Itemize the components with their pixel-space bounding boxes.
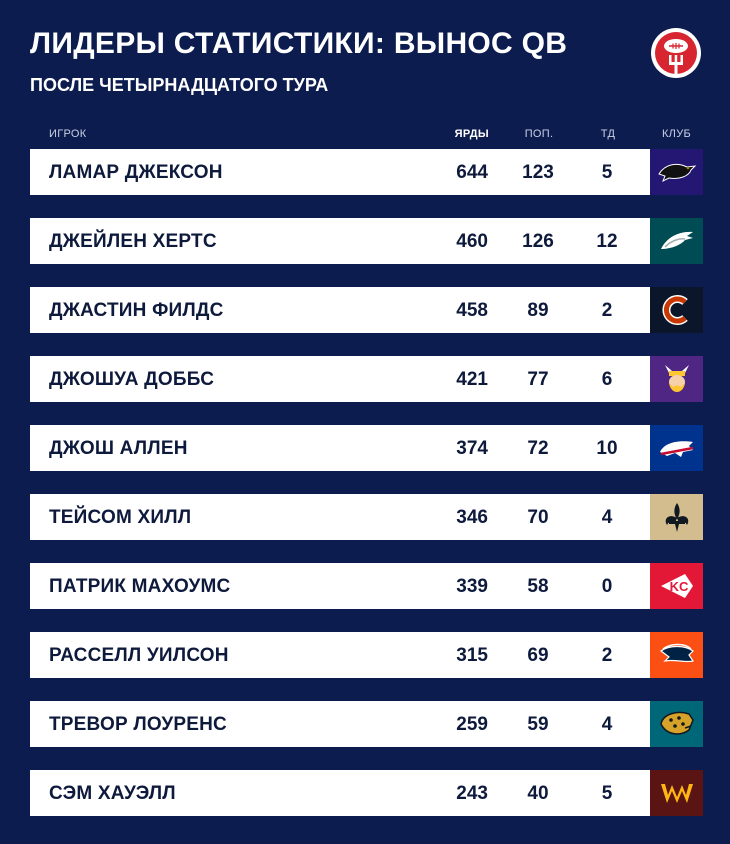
rushing-touchdowns: 5 [601, 783, 613, 804]
rushing-touchdowns: 0 [601, 576, 613, 597]
rushing-touchdowns: 2 [601, 300, 613, 321]
rushing-touchdowns: 6 [601, 369, 613, 390]
rushing-touchdowns: 2 [601, 645, 613, 666]
rushing-attempts: 70 [527, 507, 549, 528]
jaguars-logo-icon [650, 701, 703, 747]
rushing-yards: 346 [456, 507, 488, 528]
bears-logo-icon [650, 287, 703, 333]
table-row: ПАТРИК МАХОУМС 339 58 0 KC [30, 563, 703, 609]
rushing-touchdowns: 5 [601, 162, 613, 183]
table-row: ДЖОШ АЛЛЕН 374 72 10 [30, 425, 703, 471]
rushing-touchdowns: 12 [596, 231, 618, 252]
bills-logo-icon [650, 425, 703, 471]
player-name: РАССЕЛЛ УИЛСОН [49, 645, 229, 666]
rushing-yards: 315 [456, 645, 488, 666]
table-row: ЛАМАР ДЖЕКСОН 644 123 5 [30, 149, 703, 195]
player-name: ДЖОШУА ДОББС [49, 369, 215, 390]
player-name: ЛАМАР ДЖЕКСОН [49, 162, 223, 183]
rushing-yards: 644 [456, 162, 488, 183]
rushing-attempts: 89 [527, 300, 549, 321]
saints-logo-icon [650, 494, 703, 540]
rushing-attempts: 126 [522, 231, 554, 252]
table-row: ДЖЕЙЛЕН ХЕРТС 460 126 12 [30, 218, 703, 264]
football-on-fork-icon [649, 26, 703, 80]
column-header-yards: ЯРДЫ [454, 128, 489, 140]
broncos-logo-icon [650, 632, 703, 678]
rushing-yards: 259 [456, 714, 488, 735]
player-name: ТРЕВОР ЛОУРЕНС [49, 714, 227, 735]
rushing-attempts: 58 [527, 576, 549, 597]
rushing-touchdowns: 4 [601, 714, 613, 735]
player-name: ПАТРИК МАХОУМС [49, 576, 231, 597]
column-header-td: ТД [600, 128, 616, 140]
column-header-club: КЛУБ [661, 128, 692, 140]
rushing-yards: 460 [456, 231, 488, 252]
rushing-yards: 458 [456, 300, 488, 321]
player-name: СЭМ ХАУЭЛЛ [49, 783, 176, 804]
table-row: СЭМ ХАУЭЛЛ 243 40 5 [30, 770, 703, 816]
chiefs-logo-icon: KC [650, 563, 703, 609]
player-name: ДЖЕЙЛЕН ХЕРТС [49, 231, 217, 252]
rushing-yards: 374 [456, 438, 488, 459]
column-header-attempts: ПОП. [524, 128, 554, 140]
rushing-attempts: 72 [527, 438, 549, 459]
rushing-attempts: 77 [527, 369, 549, 390]
page-subtitle: ПОСЛЕ ЧЕТЫРНАДЦАТОГО ТУРА [30, 75, 329, 95]
rushing-yards: 421 [456, 369, 488, 390]
player-name: ДЖАСТИН ФИЛДС [49, 300, 224, 321]
rushing-touchdowns: 10 [596, 438, 618, 459]
vikings-logo-icon [650, 356, 703, 402]
table-row: ТЕЙСОМ ХИЛЛ 346 70 4 [30, 494, 703, 540]
commanders-logo-icon [650, 770, 703, 816]
player-name: ДЖОШ АЛЛЕН [49, 438, 188, 459]
rushing-attempts: 59 [527, 714, 549, 735]
eagles-logo-icon [650, 218, 703, 264]
table-row: ТРЕВОР ЛОУРЕНС 259 59 4 [30, 701, 703, 747]
table-header: ИГРОК ЯРДЫ ПОП. ТД КЛУБ [0, 128, 730, 144]
rushing-touchdowns: 4 [601, 507, 613, 528]
page-title: ЛИДЕРЫ СТАТИСТИКИ: ВЫНОС QB [30, 27, 568, 60]
rushing-attempts: 123 [522, 162, 554, 183]
rushing-yards: 339 [456, 576, 488, 597]
rushing-attempts: 40 [527, 783, 549, 804]
ravens-logo-icon [650, 149, 703, 195]
table-row: ДЖОШУА ДОББС 421 77 6 [30, 356, 703, 402]
column-header-player: ИГРОК [49, 128, 87, 140]
svg-text:KC: KC [669, 579, 688, 594]
table-row: РАССЕЛЛ УИЛСОН 315 69 2 [30, 632, 703, 678]
table-row: ДЖАСТИН ФИЛДС 458 89 2 [30, 287, 703, 333]
rushing-yards: 243 [456, 783, 488, 804]
rushing-attempts: 69 [527, 645, 549, 666]
player-name: ТЕЙСОМ ХИЛЛ [49, 507, 192, 528]
